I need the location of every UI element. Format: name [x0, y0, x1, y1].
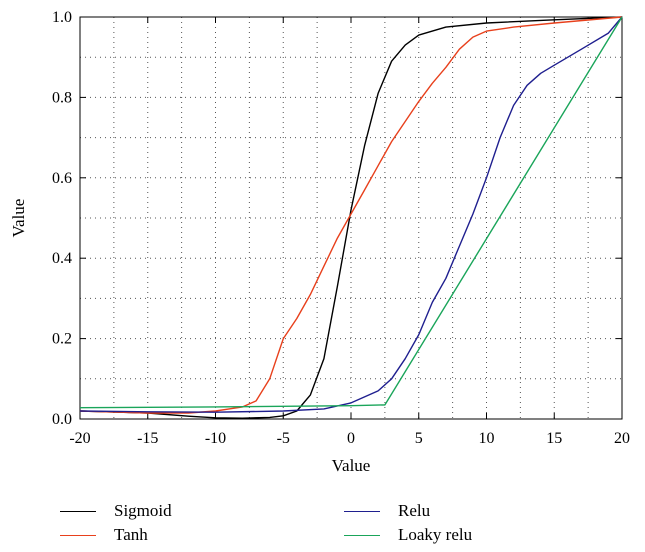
x-tick-label: -15 [137, 430, 158, 447]
x-tick-label: 20 [614, 430, 630, 447]
legend-label: Loaky relu [398, 525, 473, 544]
legend-swatch [60, 534, 96, 536]
grid [80, 17, 622, 419]
legend-label: Sigmoid [114, 501, 172, 520]
series-line-sigmoid [79, 16, 623, 419]
y-tick-label: 0.2 [52, 331, 72, 348]
y-tick-label: 0.4 [52, 250, 72, 267]
legend-item-relu: Relu [344, 500, 430, 522]
chart: -20 -15 -10 -5 0 5 10 15 20 0.0 0.2 0.4 0.6 0.8 1.0 Va… [9, 9, 630, 475]
legend-item-loaky-relu: Loaky relu [344, 524, 472, 546]
series-line-loaky-relu [79, 16, 623, 409]
x-tick-label: 10 [479, 430, 495, 447]
series-line-tanh [79, 16, 623, 414]
legend-swatch [344, 510, 380, 512]
legend-label: Tanh [114, 525, 148, 544]
y-tick-label: 0.0 [52, 411, 72, 428]
legend-item-sigmoid: Sigmoid [60, 500, 172, 522]
legend: Sigmoid Tanh Relu Loaky relu [60, 500, 620, 550]
legend-swatch [344, 534, 380, 536]
tick-labels: -20 -15 -10 -5 0 5 10 15 20 0.0 0.2 0.4 0.6 0.8 1.0 [52, 9, 630, 447]
x-tick-label: 5 [415, 430, 423, 447]
legend-swatch [60, 510, 96, 512]
legend-item-tanh: Tanh [60, 524, 148, 546]
legend-label: Relu [398, 501, 431, 520]
x-axis-label: Value [332, 456, 371, 475]
y-tick-label: 0.8 [52, 89, 72, 106]
x-tick-label: 0 [347, 430, 355, 447]
x-tick-label: -5 [277, 430, 290, 447]
series-lines [79, 16, 623, 419]
y-tick-label: 0.6 [52, 170, 72, 187]
x-tick-label: 15 [546, 430, 562, 447]
series-line-relu [79, 16, 623, 413]
y-tick-label: 1.0 [52, 9, 72, 26]
x-tick-label: -20 [69, 430, 90, 447]
x-tick-label: -10 [205, 430, 226, 447]
y-axis-label: Value [9, 199, 28, 238]
